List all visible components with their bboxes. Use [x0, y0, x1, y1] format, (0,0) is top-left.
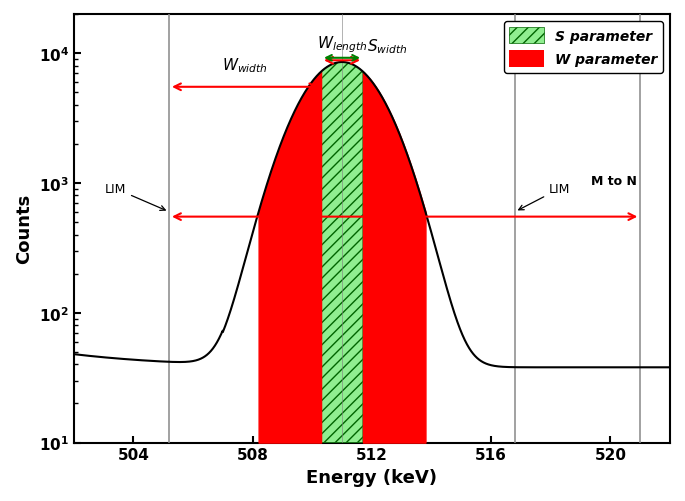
X-axis label: Energy (keV): Energy (keV) — [306, 468, 437, 486]
Text: $W_{length}$: $W_{length}$ — [317, 34, 367, 55]
Text: LIM: LIM — [519, 183, 571, 210]
Legend: S parameter, W parameter: S parameter, W parameter — [503, 22, 663, 74]
Text: M to N: M to N — [591, 174, 637, 187]
Y-axis label: Counts: Counts — [15, 194, 33, 264]
Text: $W_{width}$: $W_{width}$ — [222, 57, 268, 75]
Text: LIM: LIM — [105, 183, 165, 211]
Text: $S_{width}$: $S_{width}$ — [367, 37, 408, 56]
